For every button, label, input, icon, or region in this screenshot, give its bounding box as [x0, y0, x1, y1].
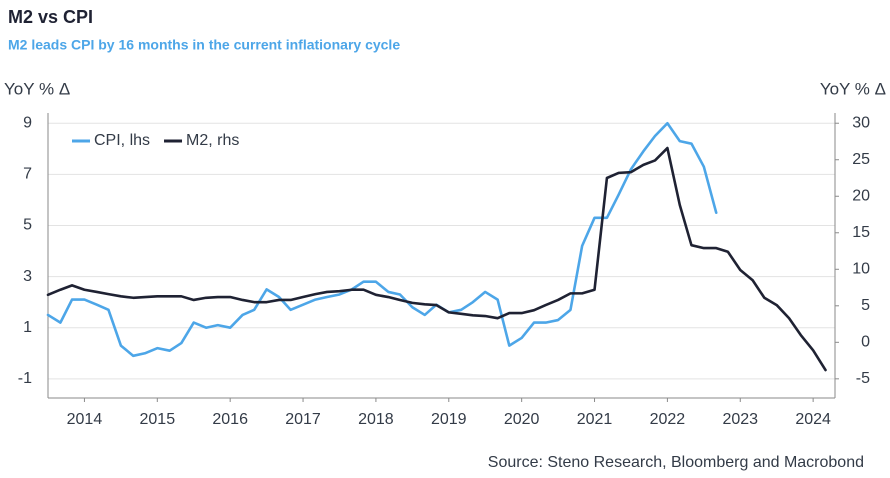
- y-axis-label: YoY % Δ: [4, 79, 70, 98]
- x-tick-label: 2020: [504, 411, 540, 428]
- x-tick-label: 2023: [722, 411, 758, 428]
- legend: CPI, lhs M2, rhs: [72, 132, 239, 149]
- legend-label: M2, rhs: [186, 132, 239, 149]
- series-line: [46, 146, 827, 372]
- x-tick-label: 2017: [285, 411, 321, 428]
- x-tick-label: 2018: [358, 411, 394, 428]
- legend-label: CPI, lhs: [94, 132, 150, 149]
- y2-tick-label: 10: [852, 261, 870, 278]
- x-tick-label: 2024: [795, 411, 831, 428]
- y2-tick-label: -5: [856, 370, 870, 387]
- chart-subtitle: M2 leads CPI by 16 months in the current…: [8, 37, 400, 53]
- y2-tick-label: 20: [852, 187, 870, 204]
- grid: [48, 122, 839, 402]
- y2-axis-label: YoY % Δ: [820, 79, 886, 98]
- y-tick-label: 5: [23, 217, 32, 234]
- series-line: [46, 121, 718, 358]
- x-tick-label: 2021: [577, 411, 613, 428]
- y-tick-label: 3: [23, 268, 32, 285]
- y2-tick-label: 5: [861, 297, 870, 314]
- chart-title: M2 vs CPI: [8, 7, 93, 27]
- plot-lines: [46, 121, 827, 372]
- axes: [47, 113, 836, 399]
- y-tick-label: 1: [23, 319, 32, 336]
- y-tick-label: -1: [18, 370, 32, 387]
- source-note: Source: Steno Research, Bloomberg and Ma…: [488, 454, 864, 471]
- y2-tick-label: 30: [852, 114, 870, 131]
- x-tick-label: 2015: [140, 411, 176, 428]
- y2-tick-label: 0: [861, 334, 870, 351]
- x-tick-label: 2016: [212, 411, 248, 428]
- x-tick-label: 2022: [650, 411, 686, 428]
- y2-tick-label: 25: [852, 151, 870, 168]
- x-tick-label: 2014: [67, 411, 103, 428]
- y-tick-label: 7: [23, 166, 32, 183]
- x-tick-label: 2019: [431, 411, 467, 428]
- y2-tick-label: 15: [852, 224, 870, 241]
- y-tick-label: 9: [23, 114, 32, 131]
